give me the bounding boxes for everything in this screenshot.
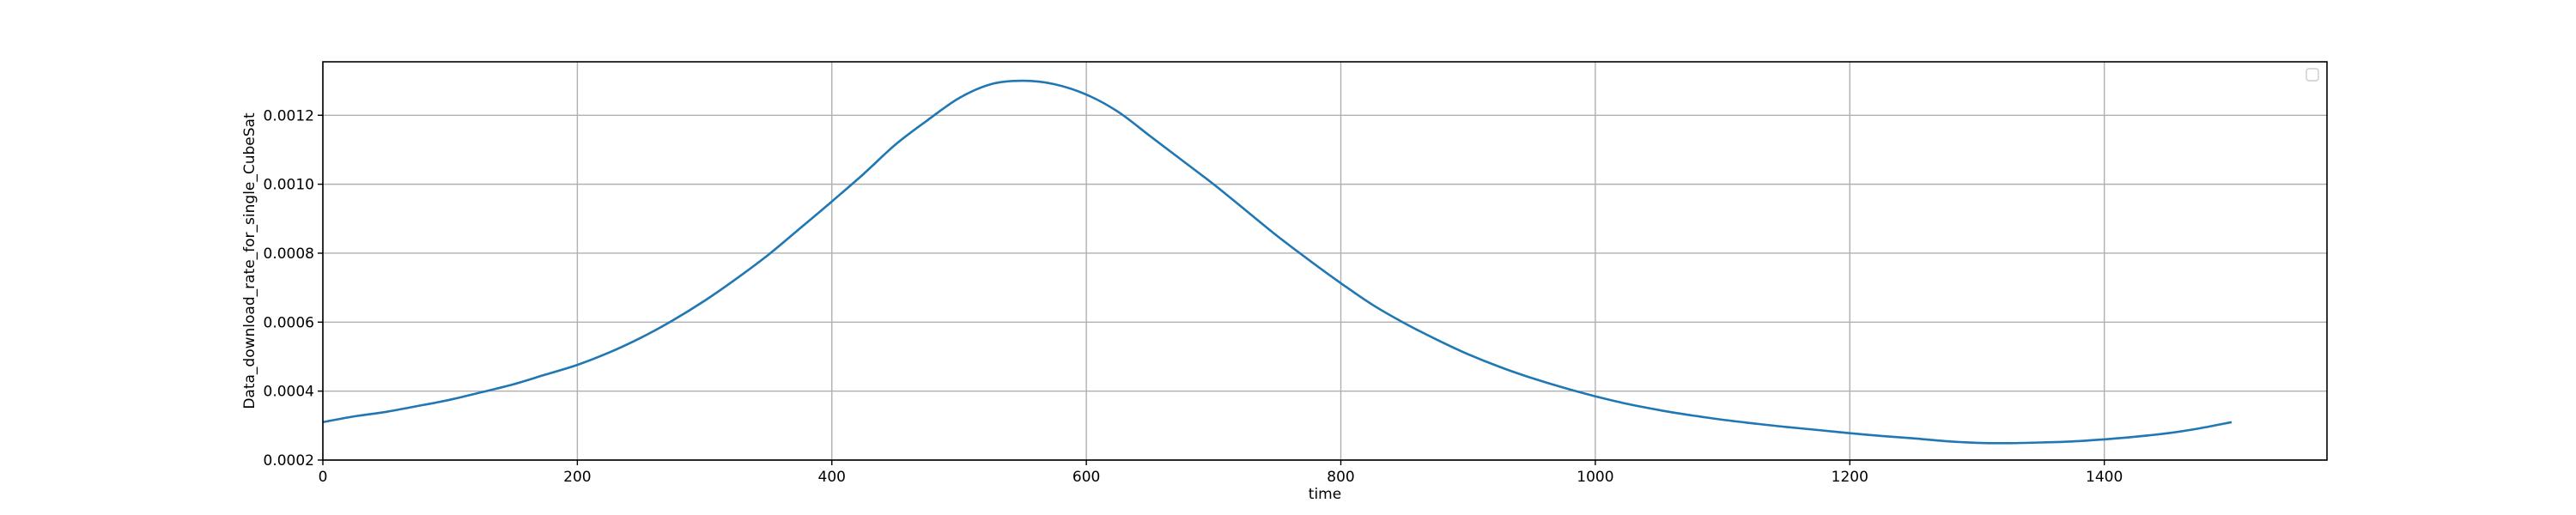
x-tick-label: 800 — [1327, 469, 1354, 486]
y-tick-label: 0.0008 — [264, 245, 314, 263]
y-tick-label: 0.0012 — [264, 107, 314, 124]
y-tick-label: 0.0004 — [264, 384, 314, 401]
series-layer — [322, 79, 2233, 445]
y-tick-label: 0.0006 — [264, 314, 314, 331]
x-tick-label: 600 — [1072, 469, 1100, 486]
y-tick-label: 0.0010 — [264, 177, 314, 194]
x-tick-label: 0 — [319, 469, 328, 486]
x-tick-label: 400 — [818, 469, 846, 486]
x-tick-label: 200 — [563, 469, 591, 486]
series-line — [322, 79, 2233, 445]
grid — [322, 62, 2327, 461]
ticks: 0 200 400 600 800 1000 1200 1400 0.0002 0.0004 0.0… — [264, 107, 2123, 486]
x-tick-label: 1400 — [2086, 469, 2123, 486]
legend-box — [2306, 68, 2319, 82]
x-tick-label: 1200 — [1832, 469, 1868, 486]
y-tick-label: 0.0002 — [264, 452, 314, 470]
plot-frame — [322, 61, 2328, 461]
x-tick-label: 1000 — [1577, 469, 1613, 486]
y-axis-label: Data_download_rate_for_single_CubeSat — [241, 112, 258, 409]
x-axis-label: time — [1309, 486, 1341, 503]
